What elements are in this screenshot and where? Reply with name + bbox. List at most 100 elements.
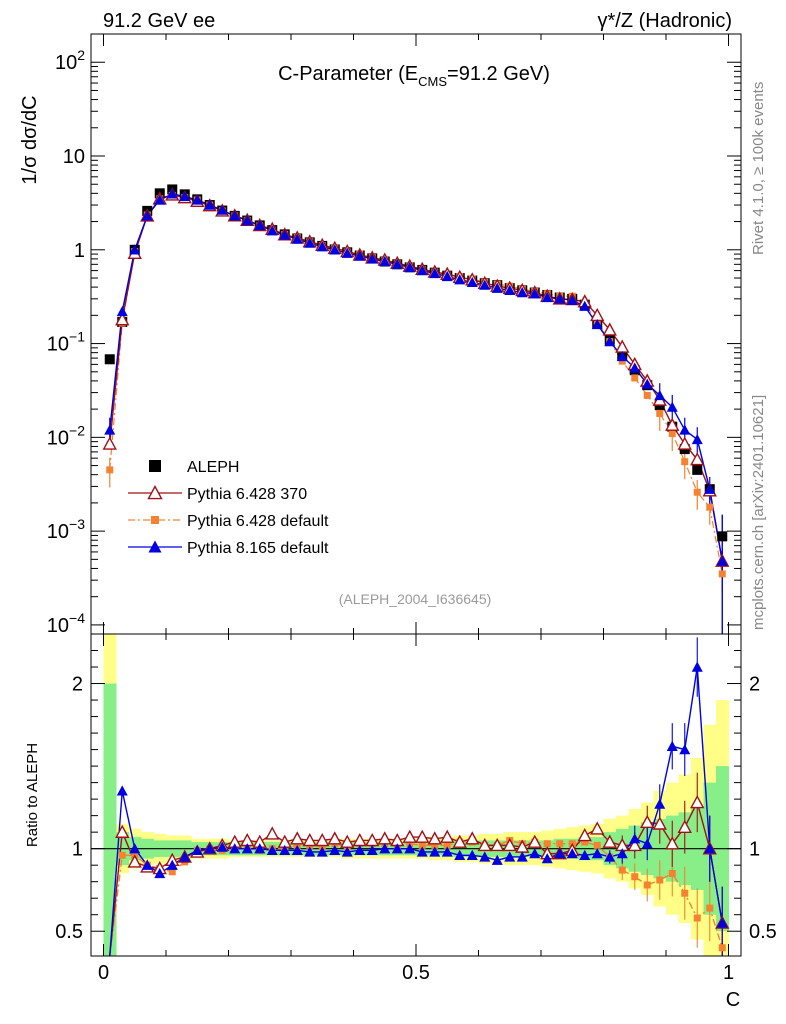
pythia6-default-point bbox=[718, 570, 726, 578]
legend-marker bbox=[151, 516, 159, 524]
ratio-pythia6-370-point bbox=[577, 827, 592, 842]
pythia6-370-point bbox=[690, 452, 705, 466]
y-tick-exponent: −1 bbox=[69, 329, 85, 345]
ratio-pythia6-370-point bbox=[490, 837, 505, 852]
ratio-pythia6-370-point bbox=[427, 831, 442, 845]
pythia8-point bbox=[241, 215, 253, 226]
pythia8-point bbox=[479, 279, 491, 290]
ratio-pythia8-point bbox=[654, 798, 666, 809]
pythia8-point bbox=[466, 276, 478, 287]
ratio-pythia6-default-point bbox=[643, 881, 651, 889]
y-tick-base: 1 bbox=[74, 240, 85, 262]
pythia8-point bbox=[679, 424, 691, 435]
ratio-pythia8-point bbox=[504, 851, 516, 862]
ratio-panel: 0.5 0.5 1 1 2 2 0 0.5 1 Ratio to ALEPH C bbox=[24, 633, 777, 1011]
ratio-pythia8-point bbox=[691, 661, 703, 672]
ratio-plot-area bbox=[91, 634, 741, 957]
pythia6-370-point bbox=[615, 339, 630, 353]
ratio-pythia8-point bbox=[679, 744, 691, 755]
pythia8-point bbox=[354, 250, 366, 261]
x-axis-label: C bbox=[726, 989, 740, 1011]
ratio-pythia6-370-point bbox=[315, 832, 330, 847]
ratio-pythia6-370-point bbox=[452, 834, 467, 848]
pythia6-370-point bbox=[115, 312, 130, 326]
pythia8-point bbox=[366, 253, 378, 264]
legend-label: Pythia 6.428 default bbox=[187, 513, 329, 530]
pythia8-point bbox=[666, 401, 678, 412]
series-line bbox=[109, 194, 723, 562]
legend-marker bbox=[147, 485, 163, 500]
ratio-pythia6-370-point bbox=[327, 831, 342, 845]
ratio-y-tick-label-right: 2 bbox=[749, 674, 760, 696]
pythia6-default-point bbox=[706, 503, 714, 511]
ratio-pythia6-370-point bbox=[590, 821, 605, 835]
y-tick-label: 102 bbox=[55, 47, 85, 74]
y-tick-base: 10 bbox=[55, 52, 77, 74]
ratio-y-tick-label: 1 bbox=[72, 839, 83, 861]
pythia8-point bbox=[229, 210, 241, 221]
ratio-axes: 0.5 0.5 1 1 2 2 0 0.5 1 bbox=[55, 634, 777, 984]
mcplots-label: mcplots.cern.ch [arXiv:2401.10621] bbox=[750, 395, 767, 630]
ratio-pythia6-default-point bbox=[581, 838, 589, 846]
ratio-pythia6-default-point bbox=[706, 904, 714, 912]
ratio-pythia6-default-point bbox=[656, 876, 664, 884]
ratio-pythia6-370-point bbox=[377, 831, 392, 845]
pythia8-point bbox=[179, 191, 191, 202]
pythia8-point bbox=[316, 241, 328, 252]
pythia8-point bbox=[279, 229, 291, 240]
aleph-point bbox=[692, 464, 703, 475]
pythia8-point bbox=[341, 247, 353, 258]
ratio-pythia8-point bbox=[491, 854, 503, 865]
ratio-pythia8-point bbox=[229, 843, 241, 854]
y-tick-base: 10 bbox=[47, 334, 69, 356]
pythia8-point bbox=[291, 233, 303, 244]
pythia8-point bbox=[691, 433, 703, 445]
ratio-pythia6-370-point bbox=[627, 837, 642, 852]
pythia6-default-point bbox=[681, 458, 689, 466]
pythia8-point bbox=[541, 291, 553, 303]
ratio-pythia8-point bbox=[441, 846, 453, 857]
ratio-pythia8-point bbox=[716, 917, 728, 928]
chart-title: C-Parameter (ECMS=91.2 GeV) bbox=[278, 63, 550, 89]
pythia6-default-point bbox=[106, 466, 114, 474]
ratio-pythia6-default-point bbox=[443, 841, 451, 849]
ratio-pythia6-default-point bbox=[543, 840, 551, 848]
ratio-pythia6-370-point bbox=[602, 834, 617, 848]
pythia8-point bbox=[454, 274, 466, 285]
ratio-pythia6-370-point bbox=[527, 834, 542, 848]
pythia8-point bbox=[379, 256, 391, 267]
ratio-pythia8-point bbox=[216, 841, 228, 852]
ratio-pythia8-point bbox=[204, 843, 216, 854]
ratio-pythia8-point bbox=[391, 843, 403, 854]
ratio-pythia6-default-point bbox=[168, 868, 176, 876]
ratio-pythia6-default-point bbox=[418, 841, 426, 849]
pythia8-point bbox=[191, 194, 203, 205]
ratio-y-tick-label: 2 bbox=[72, 674, 83, 696]
y-tick-exponent: −2 bbox=[69, 422, 85, 438]
x-tick-label: 0 bbox=[98, 962, 109, 984]
ratio-ylabel: Ratio to ALEPH bbox=[24, 743, 41, 847]
ratio-pythia6-370-point bbox=[465, 831, 480, 845]
ratio-pythia6-default-point bbox=[118, 851, 126, 859]
ratio-pythia8-point bbox=[566, 848, 578, 859]
legend-label: Pythia 6.428 370 bbox=[187, 486, 307, 503]
pythia8-point bbox=[591, 318, 603, 330]
pythia8-point bbox=[504, 284, 516, 295]
pythia6-370-point bbox=[677, 436, 692, 450]
ratio-pythia8-point bbox=[416, 846, 428, 857]
ratio-pythia6-370-point bbox=[127, 854, 142, 868]
ratio-pythia8-point bbox=[266, 844, 278, 855]
header-right: γ*/Z (Hadronic) bbox=[598, 10, 732, 32]
ratio-pythia8-point bbox=[529, 848, 541, 859]
ratio-pythia6-default-point bbox=[693, 914, 701, 922]
ratio-pythia6-default-point bbox=[718, 944, 726, 952]
ratio-pythia8-point bbox=[479, 851, 491, 862]
ratio-pythia8-point bbox=[304, 846, 316, 857]
ratio-pythia8-point bbox=[629, 833, 641, 844]
pythia8-point bbox=[216, 204, 228, 215]
ratio-pythia8-point bbox=[141, 859, 153, 870]
pythia8-point bbox=[629, 362, 641, 373]
ratio-pythia8-point bbox=[641, 838, 653, 849]
y-tick-label: 10−1 bbox=[47, 329, 85, 356]
